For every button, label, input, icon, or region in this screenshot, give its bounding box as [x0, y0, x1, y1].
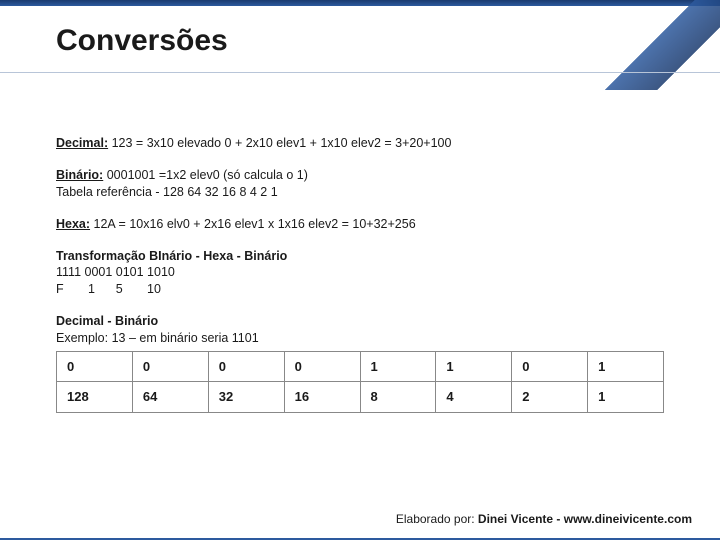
decbin-title: Decimal - Binário: [56, 314, 158, 328]
transform-line1: 1111 0001 0101 1010: [56, 265, 175, 279]
table-cell: 0: [57, 351, 133, 382]
table-cell: 8: [360, 382, 436, 413]
table-cell: 0: [512, 351, 588, 382]
table-row: 0 0 0 0 1 1 0 1: [57, 351, 664, 382]
decimal-text: 123 = 3x10 elevado 0 + 2x10 elev1 + 1x10…: [112, 136, 452, 150]
divider-line: [0, 72, 720, 73]
hexa-text: 12A = 10x16 elv0 + 2x16 elev1 x 1x16 ele…: [94, 217, 416, 231]
transform-title: Transformação BInário - Hexa - Binário: [56, 249, 287, 263]
section-transform: Transformação BInário - Hexa - Binário 1…: [56, 248, 664, 299]
table-cell: 0: [208, 351, 284, 382]
table-row: 128 64 32 16 8 4 2 1: [57, 382, 664, 413]
table-cell: 2: [512, 382, 588, 413]
footer-prefix: Elaborado por:: [396, 512, 478, 526]
section-decbin: Decimal - Binário Exemplo: 13 – em binár…: [56, 313, 664, 347]
section-hexa: Hexa: 12A = 10x16 elv0 + 2x16 elev1 x 1x…: [56, 216, 664, 233]
table-cell: 16: [284, 382, 360, 413]
section-binario: Binário: 0001001 =1x2 elev0 (só calcula …: [56, 167, 664, 201]
decimal-label: Decimal:: [56, 136, 108, 150]
footer-author: Dinei Vicente -: [478, 512, 564, 526]
decbin-example: Exemplo: 13 – em binário seria 1101: [56, 331, 259, 345]
section-decimal: Decimal: 123 = 3x10 elevado 0 + 2x10 ele…: [56, 135, 664, 152]
table-cell: 64: [132, 382, 208, 413]
transform-line2: F 1 5 10: [56, 282, 161, 296]
corner-accent: [600, 0, 720, 90]
binario-ref: Tabela referência - 128 64 32 16 8 4 2 1: [56, 185, 278, 199]
hexa-label: Hexa:: [56, 217, 90, 231]
table-cell: 4: [436, 382, 512, 413]
table-cell: 1: [588, 382, 664, 413]
content-area: Decimal: 123 = 3x10 elevado 0 + 2x10 ele…: [56, 135, 664, 413]
footer-site: www.dineivicente.com: [564, 512, 692, 526]
binario-label: Binário:: [56, 168, 103, 182]
binario-text: 0001001 =1x2 elev0 (só calcula o 1): [107, 168, 308, 182]
binary-table: 0 0 0 0 1 1 0 1 128 64 32 16 8 4 2 1: [56, 351, 664, 413]
footer: Elaborado por: Dinei Vicente - www.dinei…: [396, 512, 692, 526]
table-cell: 1: [588, 351, 664, 382]
table-cell: 1: [360, 351, 436, 382]
table-cell: 128: [57, 382, 133, 413]
table-cell: 0: [284, 351, 360, 382]
table-cell: 0: [132, 351, 208, 382]
table-cell: 1: [436, 351, 512, 382]
slide-title: Conversões: [56, 24, 228, 58]
table-cell: 32: [208, 382, 284, 413]
